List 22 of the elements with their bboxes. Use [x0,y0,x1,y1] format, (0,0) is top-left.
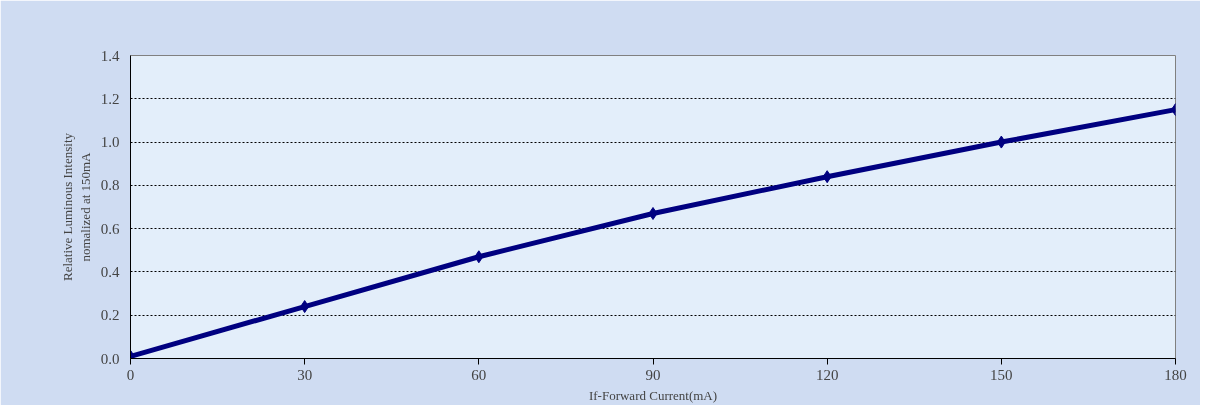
point [474,250,484,264]
point [300,300,310,314]
y-tick-label: 0.4 [100,263,120,280]
y-tick-label: 0.8 [100,177,120,194]
y-tick-label: 1.4 [100,47,120,64]
x-tick-label: 180 [1164,366,1187,383]
point [996,135,1006,149]
x-tick-label: 90 [645,366,661,383]
x-tick-label: 0 [126,366,135,383]
y-tick-label: 0.0 [100,350,120,367]
x-tick-label: 30 [297,366,313,383]
y-tick-label: 1.0 [100,134,120,151]
y-tick-label: 1.2 [100,90,120,107]
x-tick-label: 60 [471,366,487,383]
x-axis-title: If-Forward Current(mA) [588,387,718,403]
x-tick-label: 120 [815,366,839,383]
y-tick-label: 0.6 [100,220,120,237]
point [822,170,832,184]
point [648,206,658,220]
y-axis-title: Relative Luminous Intensity nomalized at 150mA [59,132,93,282]
x-tick-label: 150 [990,366,1013,383]
y-tick-label: 0.2 [100,307,120,324]
